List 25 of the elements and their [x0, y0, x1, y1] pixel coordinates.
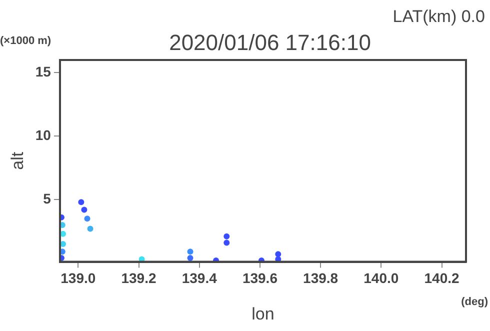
- point: [224, 233, 230, 240]
- point: [275, 251, 282, 258]
- y-tick-label: 5: [43, 190, 52, 206]
- y-tick-label: 15: [35, 64, 52, 80]
- x-axis-title: lon: [252, 304, 274, 324]
- x-tick-label: 139.4: [182, 270, 218, 286]
- y-tick-label: 10: [35, 127, 52, 144]
- point: [187, 248, 194, 255]
- x-tick-label: 139.6: [242, 270, 278, 286]
- point: [187, 254, 194, 261]
- point: [87, 226, 94, 232]
- text: LAT(km) 0.0: [392, 7, 485, 26]
- text: (×1000 m): [0, 35, 52, 47]
- text: (deg): [461, 296, 488, 308]
- chart-title: 2020/01/06 17:16:10: [169, 30, 371, 55]
- point: [81, 206, 88, 213]
- y-axis-title: alt: [8, 152, 27, 170]
- x-tick-label: 139.2: [121, 270, 156, 286]
- x-tick-label: 140.2: [424, 270, 460, 286]
- point: [224, 240, 230, 246]
- point: [84, 216, 90, 222]
- x-tick-label: 139.0: [60, 270, 96, 286]
- x-tick-label: 140.0: [364, 270, 399, 286]
- x-tick-label: 139.8: [303, 270, 338, 286]
- point: [78, 199, 84, 206]
